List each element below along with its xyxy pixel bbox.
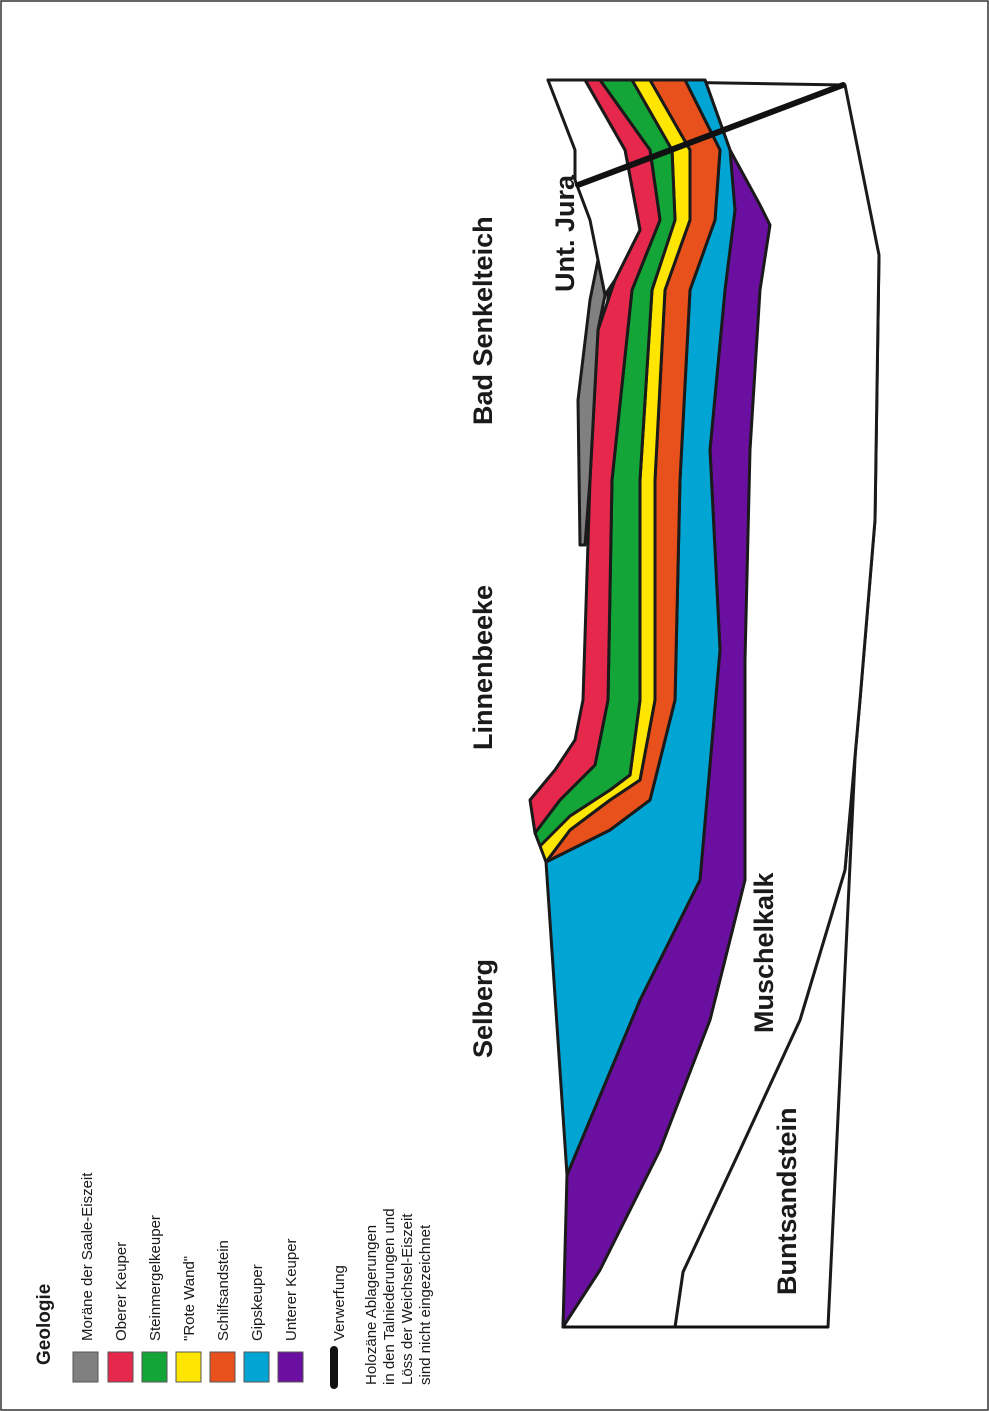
legend-note-line-2: in den Talniederungen und — [381, 1208, 398, 1385]
legend-label-unterer-keuper: Unterer Keuper — [283, 1238, 300, 1341]
legend-swatch-schilfsandstein — [209, 1351, 236, 1383]
place-selberg: Selberg — [468, 959, 498, 1058]
legend: Geologie Moräne der Saale-Eiszeit Oberer… — [34, 1172, 434, 1389]
legend-swatch-rote-wand — [175, 1351, 202, 1383]
oberer-keuper-layer — [528, 78, 662, 835]
place-linnenbeeke: Linnenbeeke — [468, 585, 498, 750]
legend-swatch-moraene — [72, 1351, 99, 1383]
unt-jura-layer — [546, 78, 642, 297]
legend-label-oberer-keuper: Oberer Keuper — [113, 1242, 130, 1341]
legend-label-rote-wand: "Rote Wand" — [181, 1256, 198, 1341]
legend-swatch-oberer-keuper — [107, 1351, 134, 1383]
fault-line — [575, 82, 846, 188]
legend-title: Geologie — [34, 1284, 55, 1365]
legend-note-line-4: sind nicht eingezeichnet — [417, 1224, 434, 1385]
place-unt-jura: Unt. Jura — [550, 174, 580, 292]
legend-note-line-1: Holozäne Ablagerungen — [363, 1225, 380, 1385]
place-labels: Selberg Linnenbeeke Bad Senkelteich Unt.… — [468, 174, 802, 1295]
legend-label-fault: Verwerfung — [331, 1265, 348, 1341]
legend-note-line-3: Löss der Weichsel-Eiszeit — [399, 1213, 416, 1385]
legend-swatch-unterer-keuper — [277, 1351, 304, 1383]
section-body — [528, 78, 881, 1329]
place-bad-senkelteich: Bad Senkelteich — [468, 216, 498, 425]
legend-swatch-steinmergelkeuper — [141, 1351, 168, 1383]
place-muschelkalk: Muschelkalk — [749, 871, 779, 1033]
legend-label-moraene: Moräne der Saale-Eiszeit — [79, 1172, 96, 1341]
place-buntsandstein: Buntsandstein — [772, 1107, 802, 1295]
legend-label-schilfsandstein: Schilfsandstein — [215, 1240, 232, 1341]
legend-label-gipskeuper: Gipskeuper — [249, 1264, 266, 1341]
legend-label-steinmergelkeuper: Steinmergelkeuper — [147, 1215, 164, 1341]
legend-swatch-gipskeuper — [243, 1351, 270, 1383]
